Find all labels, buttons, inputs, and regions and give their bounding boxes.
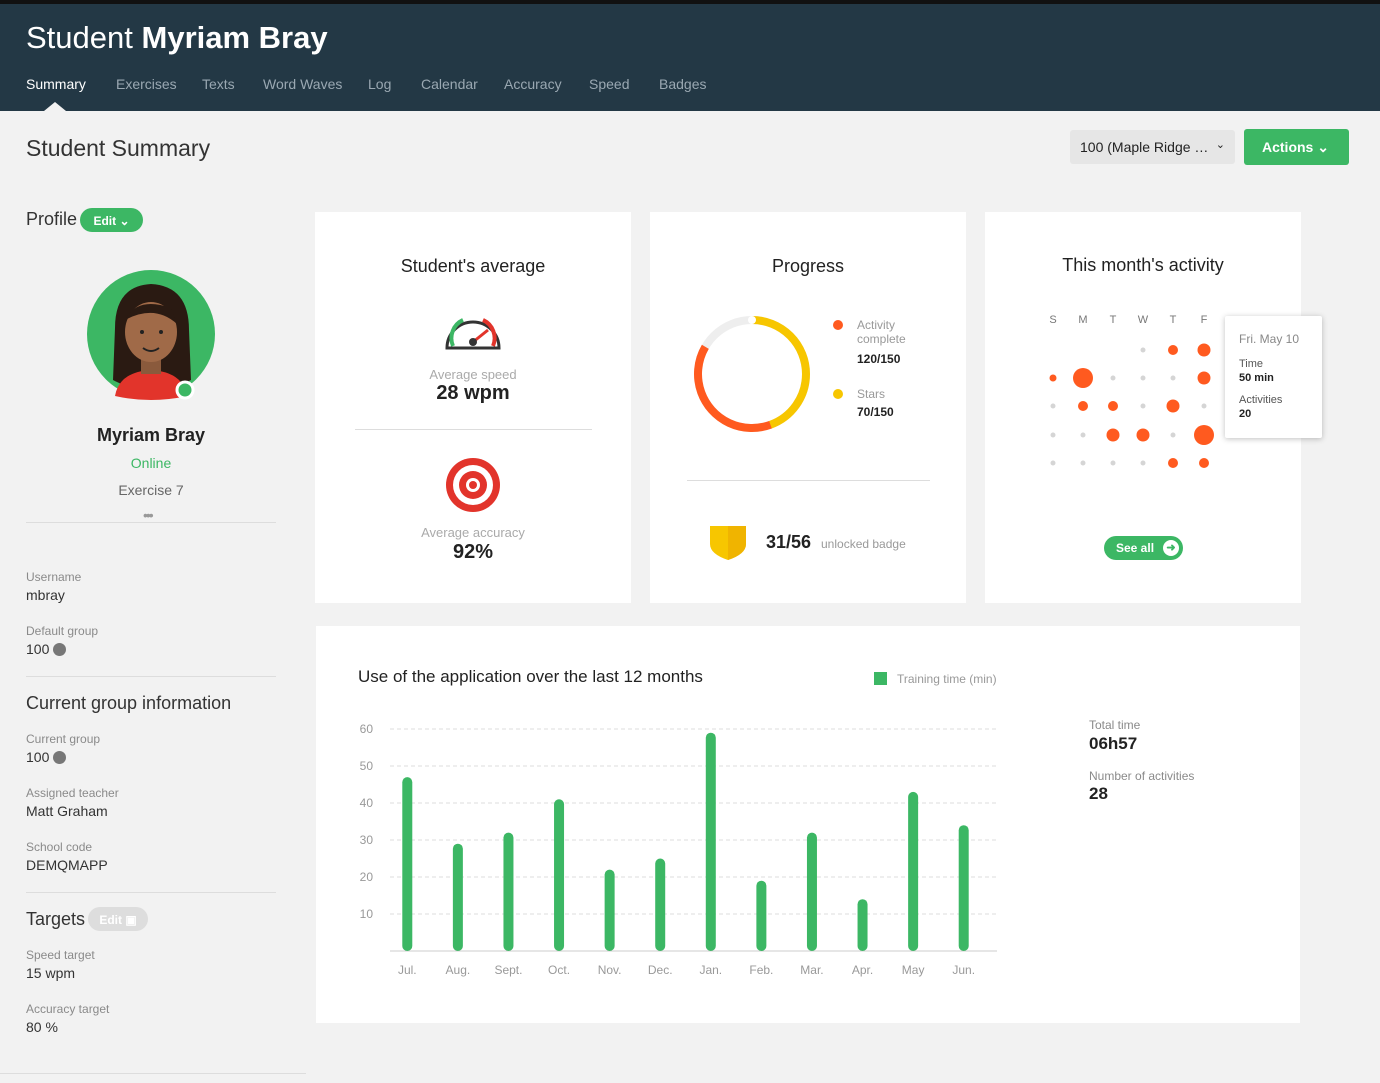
heading-prefix: Student [26, 20, 133, 55]
progress-donut [694, 316, 810, 432]
field-label: Assigned teacher [26, 786, 119, 800]
progress-card: Progress Activity complete 120/150 Stars… [650, 212, 966, 603]
heading-name: Myriam Bray [141, 20, 328, 55]
speed-icon [445, 318, 501, 350]
tooltip-value: 50 min [1239, 372, 1274, 384]
metric-label: Average speed [429, 367, 517, 382]
link-icon[interactable] [53, 643, 67, 656]
field-value: 80 % [26, 1019, 58, 1035]
card-title: This month's activity [1062, 255, 1224, 275]
field-value: Matt Graham [26, 803, 108, 819]
header [0, 0, 1380, 111]
count-label: Number of activities [1089, 769, 1195, 783]
metric-label: Average accuracy [421, 525, 525, 540]
edit-text: Edit [99, 913, 122, 927]
field-value: 15 wpm [26, 965, 76, 981]
badge-icon [710, 526, 746, 560]
edit-button[interactable]: Edit ⌄ [80, 208, 143, 232]
legend-dots [833, 320, 843, 399]
field-label: Current group [26, 732, 101, 746]
section-heading: Current group information [26, 693, 232, 713]
nav-tab[interactable]: Log [368, 76, 392, 92]
field-value-text: 100 [26, 641, 50, 657]
divider [26, 676, 276, 677]
arrow-icon: ➜ [1163, 540, 1179, 556]
chart-title: Use of the application over the last 12 … [358, 667, 703, 686]
total-value: 06h57 [1089, 734, 1138, 753]
nav-tab[interactable]: Texts [202, 76, 235, 92]
tooltip: Fri. May 10 Time 50 min Activities 20 [1225, 316, 1322, 438]
page-title: Student Summary [26, 135, 211, 161]
field-label: Speed target [26, 948, 95, 962]
active-caret [44, 102, 66, 111]
badge-count: 31/56 [766, 532, 812, 552]
badge-label: unlocked badge [821, 537, 906, 551]
metric-value: 28 wpm [436, 382, 510, 404]
page-heading: Student Myriam Bray [26, 20, 328, 56]
usage-card: Use of the application over the last 12 … [316, 626, 1300, 1023]
legend-label: Stars [857, 387, 886, 401]
divider [26, 522, 276, 523]
section-heading: Profile [26, 209, 78, 229]
edit-text: Edit [93, 214, 117, 228]
legend-label: Activity complete [857, 318, 906, 346]
field-value: mbray [26, 587, 65, 603]
legend-label: Training time (min) [897, 672, 997, 686]
total-label: Total time [1089, 718, 1141, 732]
student-name: Myriam Bray [96, 425, 206, 445]
field-value: 100 [26, 641, 67, 657]
count-value: 28 [1089, 784, 1108, 803]
card-title: Progress [771, 256, 845, 276]
status: Online [130, 455, 172, 471]
nav-tab[interactable]: Calendar [421, 76, 478, 92]
nav-tab[interactable]: Summary [26, 76, 86, 92]
average-card: Student's average Average speed 28 wpm A… [315, 212, 631, 603]
legend-value: 70/150 [857, 405, 894, 419]
actions-button[interactable]: Actions ⌄ [1244, 129, 1349, 165]
avatar [87, 270, 215, 400]
nav-tab[interactable]: Accuracy [504, 76, 562, 92]
tooltip-label: Time [1239, 358, 1264, 370]
field-label: Username [26, 570, 82, 584]
divider [26, 892, 276, 893]
divider [0, 1073, 306, 1074]
nav-tab[interactable]: Speed [589, 76, 630, 92]
divider [355, 429, 592, 430]
link-icon[interactable] [53, 751, 67, 764]
group-select-text: 100 (Maple Ridge … [1080, 139, 1209, 155]
field-label: School code [26, 840, 93, 854]
group-select[interactable]: 100 (Maple Ridge … ⌄ [1070, 130, 1235, 164]
legend-swatch [874, 672, 887, 685]
section-heading: Targets [26, 909, 86, 929]
typing-dots: ••• [143, 507, 154, 523]
legend-value: 120/150 [857, 352, 901, 366]
see-all-text: See all [1116, 541, 1155, 555]
field-label: Default group [26, 624, 99, 638]
field-value: DEMQMAPP [26, 857, 108, 873]
nav-tab[interactable]: Word Waves [263, 76, 343, 92]
chevron: ⌄ [1215, 139, 1225, 151]
tooltip-label: Activities [1239, 394, 1283, 406]
metric-value: 92% [452, 541, 494, 563]
field-value-text: 100 [26, 749, 50, 765]
nav-tab[interactable]: Badges [659, 76, 707, 92]
card-title: Student's average [400, 256, 546, 276]
field-label: Accuracy target [26, 1002, 110, 1016]
nav-tab[interactable]: Exercises [116, 76, 177, 92]
edit-button-locked: Edit ▣ [88, 907, 148, 931]
tooltip-date: Fri. May 10 [1239, 332, 1300, 346]
divider [687, 480, 930, 481]
target-icon [446, 458, 500, 512]
tooltip-value: 20 [1239, 408, 1252, 420]
field-value: 100 [26, 749, 67, 765]
exercise: Exercise 7 [118, 482, 184, 498]
see-all-button[interactable]: See all ➜ [1104, 536, 1183, 560]
actions-text: Actions [1262, 139, 1314, 155]
